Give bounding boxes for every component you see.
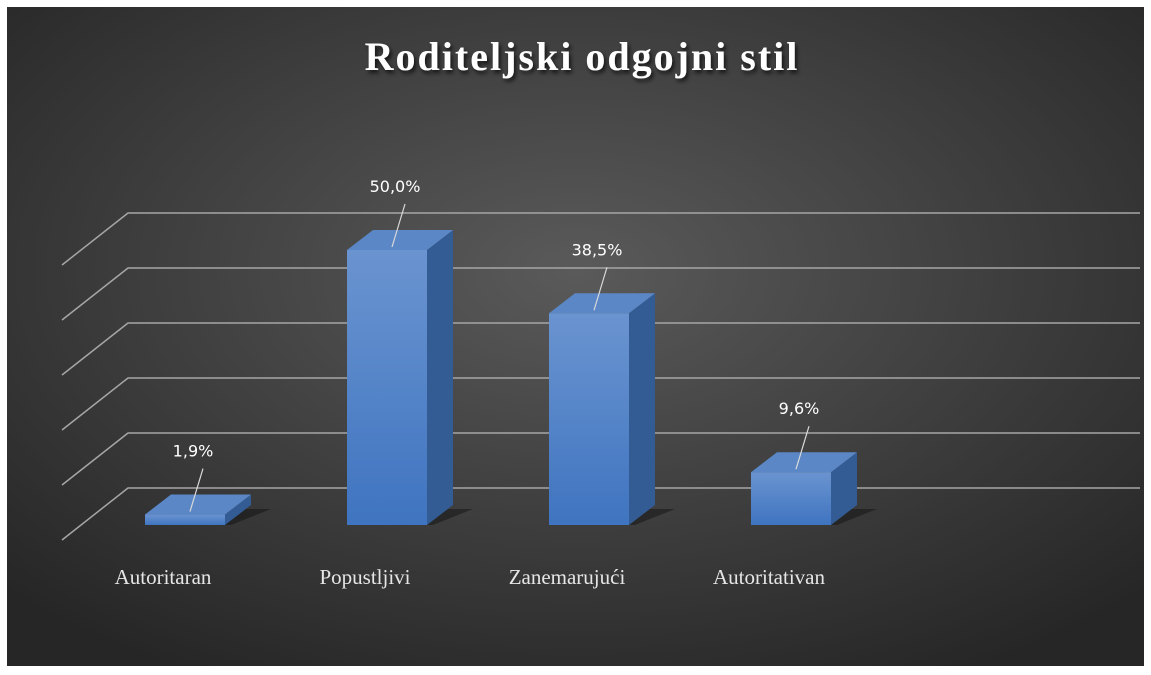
bar-side bbox=[427, 230, 453, 525]
leader-line bbox=[593, 267, 608, 311]
value-label: 1,9% bbox=[173, 442, 214, 461]
bar-top bbox=[751, 452, 857, 473]
bar-side bbox=[831, 452, 857, 525]
value-label: 9,6% bbox=[779, 399, 820, 418]
bar-top bbox=[145, 494, 251, 515]
chart-title: Roditeljski odgojni stil bbox=[365, 34, 800, 79]
bar-side bbox=[225, 494, 251, 525]
leader-line bbox=[189, 468, 204, 512]
leader-line bbox=[795, 426, 810, 470]
grid-line bbox=[61, 267, 1140, 321]
value-label: 38,5% bbox=[572, 240, 623, 259]
grid-line bbox=[61, 377, 1140, 431]
bar-top bbox=[549, 293, 655, 314]
bar bbox=[145, 514, 225, 525]
x-tick-label: Autoritativan bbox=[713, 565, 825, 589]
bar bbox=[549, 313, 629, 525]
bar-side bbox=[629, 293, 655, 525]
grid-line bbox=[61, 322, 1140, 376]
x-tick-label: Zanemarujući bbox=[509, 565, 626, 589]
x-tick-label: Popustljivi bbox=[319, 565, 410, 589]
bar-top bbox=[347, 230, 453, 250]
leader-line bbox=[391, 203, 406, 248]
grid-line bbox=[61, 212, 1140, 266]
bar bbox=[347, 250, 427, 525]
bar bbox=[751, 472, 831, 525]
value-label: 50,0% bbox=[370, 177, 421, 196]
grid-line bbox=[61, 432, 1140, 486]
x-tick-label: Autoritaran bbox=[115, 565, 212, 589]
